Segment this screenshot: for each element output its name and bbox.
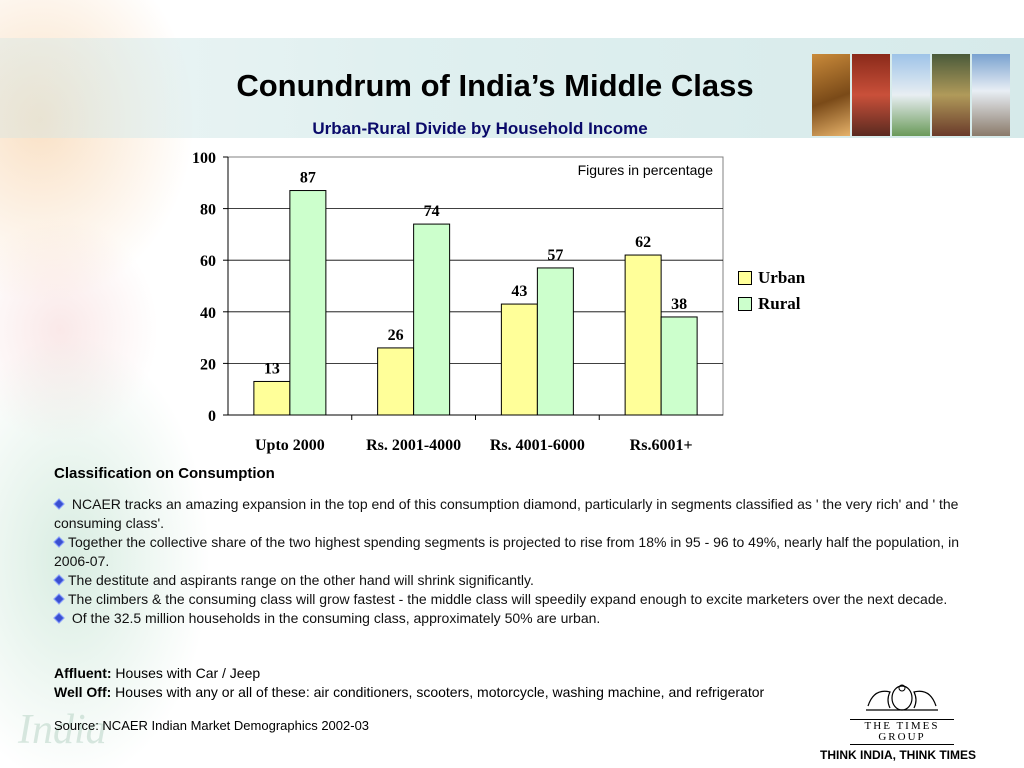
page-title: Conundrum of India’s Middle Class — [236, 68, 754, 103]
market-photo — [932, 54, 970, 136]
diamond-bullet-icon — [53, 612, 65, 624]
bullet-item: Of the 32.5 million households in the co… — [53, 609, 994, 628]
chart-annotation: Figures in percentage — [578, 162, 714, 178]
bar-rural — [536, 267, 574, 416]
data-label: 43 — [511, 283, 527, 300]
welloff-label: Well Off: — [54, 684, 112, 700]
bullet-item: Together the collective share of the two… — [53, 533, 994, 571]
y-tick-label: 100 — [192, 150, 216, 167]
legend-label-rural: Rural — [758, 294, 801, 313]
bar-urban — [253, 380, 291, 416]
diamond-bullet-icon — [53, 593, 65, 605]
x-tick-label: Upto 2000 — [255, 437, 325, 454]
x-tick-label: Rs. 2001-4000 — [366, 437, 461, 454]
data-label: 62 — [635, 234, 651, 251]
legend-item-urban: Urban — [738, 265, 805, 291]
bullet-text: Of the 32.5 million households in the co… — [68, 610, 601, 626]
y-tick-label: 40 — [200, 305, 216, 322]
data-label: 26 — [388, 327, 404, 344]
mountain-photo — [972, 54, 1010, 136]
taj-mahal-photo — [892, 54, 930, 136]
bullet-item: NCAER tracks an amazing expansion in the… — [53, 495, 994, 533]
diamond-bullet-icon — [53, 574, 65, 586]
welloff-definition: Well Off: Houses with any or all of thes… — [54, 683, 874, 702]
y-tick-label: 60 — [200, 253, 216, 270]
bar-rural — [289, 190, 327, 416]
bar-urban — [500, 303, 538, 416]
bar-rural — [660, 316, 698, 416]
bullet-text: Together the collective share of the two… — [54, 534, 960, 569]
bullet-list: NCAER tracks an amazing expansion in the… — [53, 495, 994, 628]
bar-rural — [413, 223, 451, 416]
india-watermark: India — [18, 707, 107, 753]
tiger-photo — [812, 54, 850, 136]
legend-item-rural: Rural — [738, 291, 805, 317]
x-tick-label: Rs.6001+ — [630, 437, 693, 454]
bar-urban — [377, 347, 415, 416]
data-label: 38 — [671, 296, 687, 313]
times-emblem-icon — [866, 684, 938, 711]
bar-chart: 0 20 40 60 80 100 13 87 Upto 2000 26 74 Rs. 2001-40… — [192, 150, 724, 454]
bullet-item: The climbers & the consuming class will … — [53, 590, 994, 609]
bullet-item: The destitute and aspirants range on the… — [53, 571, 994, 590]
bullet-text: The climbers & the consuming class will … — [68, 591, 948, 607]
photo-strip — [812, 54, 1010, 136]
data-label: 57 — [547, 247, 563, 264]
bullet-text: NCAER tracks an amazing expansion in the… — [54, 496, 959, 531]
affluent-definition: Affluent: Houses with Car / Jeep — [54, 664, 874, 683]
tagline: THINK INDIA, THINK TIMES — [820, 748, 976, 762]
legend-swatch-rural — [738, 297, 752, 311]
chart-legend: Urban Rural — [738, 265, 805, 317]
diamond-bullet-icon — [53, 498, 65, 510]
data-label: 87 — [300, 170, 316, 187]
bullet-text: The destitute and aspirants range on the… — [68, 572, 534, 588]
y-tick-label: 80 — [200, 202, 216, 219]
dancer-photo — [852, 54, 890, 136]
y-tick-label: 0 — [208, 408, 216, 425]
data-label: 13 — [264, 360, 280, 377]
y-tick-label: 20 — [200, 356, 216, 373]
legend-swatch-urban — [738, 271, 752, 285]
data-label: 74 — [424, 203, 440, 220]
times-group-logo: THE TIMES GROUP — [850, 680, 954, 745]
diamond-bullet-icon — [53, 536, 65, 548]
definitions: Affluent: Houses with Car / Jeep Well Of… — [54, 664, 874, 702]
legend-label-urban: Urban — [758, 268, 806, 287]
section-title: Classification on Consumption — [54, 465, 275, 482]
page-subtitle: Urban-Rural Divide by Household Income — [312, 119, 648, 138]
welloff-text: Houses with any or all of these: air con… — [111, 684, 765, 700]
times-group-name: THE TIMES GROUP — [850, 719, 954, 745]
source-note: Source: NCAER Indian Market Demographics… — [54, 718, 370, 733]
bar-urban — [624, 254, 662, 416]
affluent-text: Houses with Car / Jeep — [111, 665, 261, 681]
x-tick-label: Rs. 4001-6000 — [490, 437, 585, 454]
affluent-label: Affluent: — [54, 665, 112, 681]
